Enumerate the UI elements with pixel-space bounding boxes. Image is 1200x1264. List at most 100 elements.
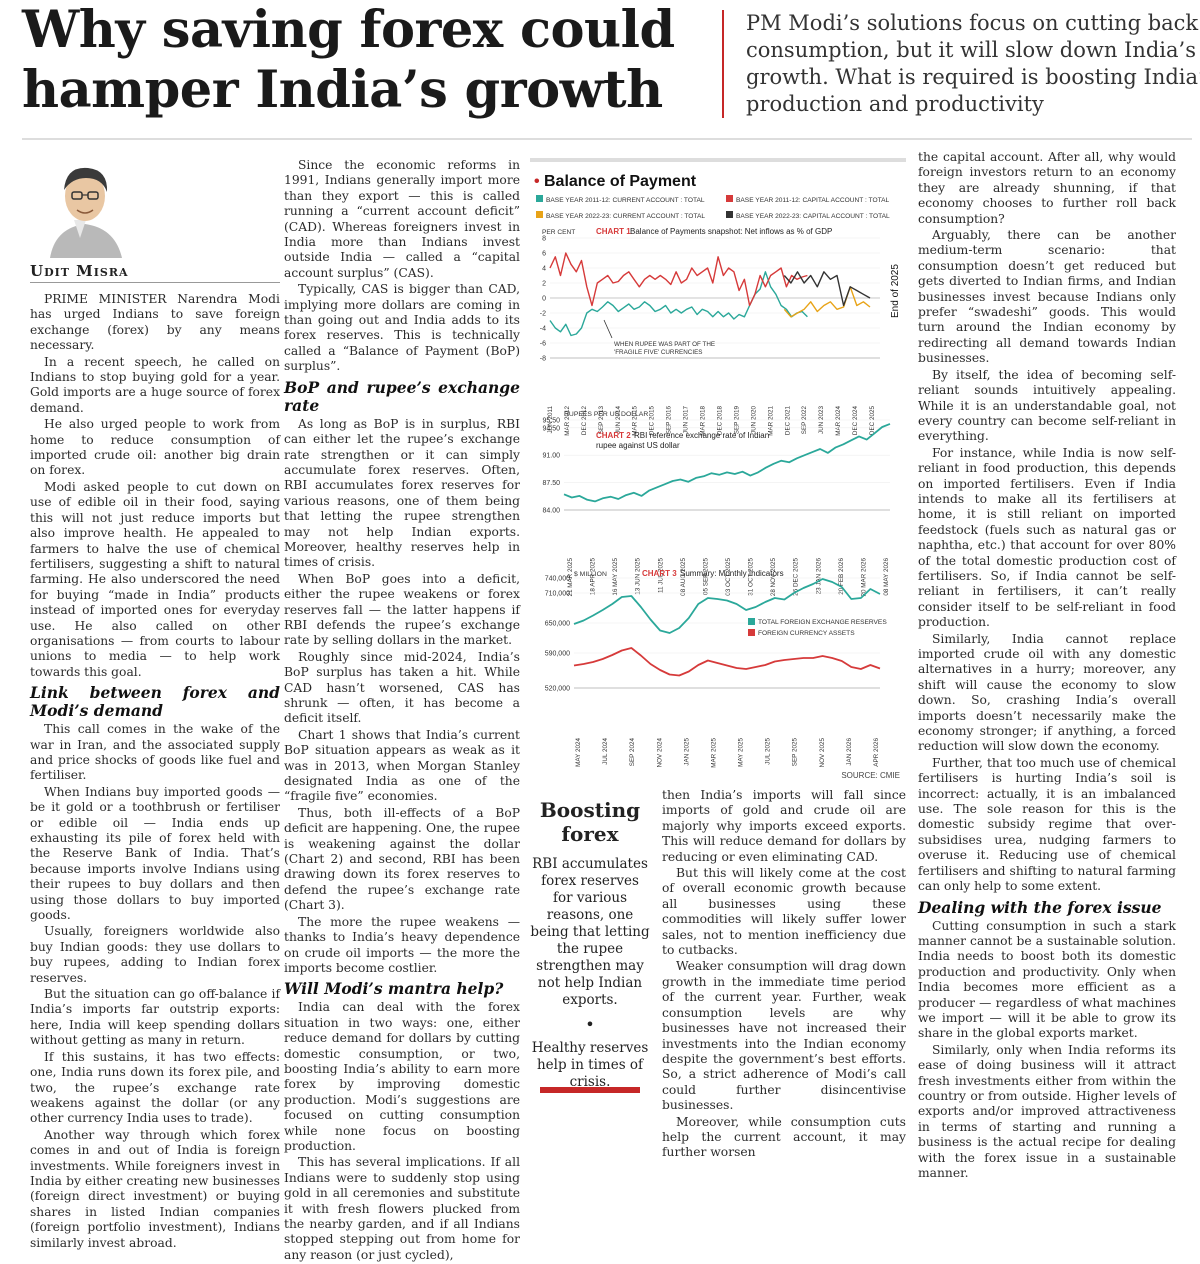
headline-line-1: Why saving forex could — [22, 0, 675, 60]
y-tick-label: 94.50 — [542, 425, 560, 432]
x-tick-label: MAY 2024 — [575, 738, 582, 767]
y-tick-label: 4 — [542, 266, 546, 273]
paragraph: By itself, the idea of becoming self-rel… — [918, 367, 1176, 444]
author-portrait — [50, 167, 122, 258]
paragraph: India can deal with the forex situation … — [284, 1000, 520, 1153]
x-tick-label: SEP 2025 — [792, 738, 799, 767]
chart3-title: Summary: Monthly Indicators — [680, 569, 784, 578]
standfirst: PM Modi’s solutions focus on cutting bac… — [722, 10, 1200, 118]
paragraph: Weaker consumption will drag down growth… — [662, 959, 906, 1113]
legend-label: TOTAL FOREIGN EXCHANGE RESERVES — [758, 619, 887, 626]
paragraph: The more the rupee weakens — thanks to I… — [284, 914, 520, 975]
subhead-mantra: Will Modi’s mantra help? — [284, 979, 504, 999]
y-axis-label: $ MILLION — [574, 571, 607, 578]
pull-quote-text: RBI accumulates forex reserves for vario… — [530, 856, 650, 1008]
chart1-series-line — [549, 252, 808, 307]
column-3: then India’s imports will fall since imp… — [662, 788, 906, 1162]
pull-quote-bullet: • — [585, 1015, 595, 1034]
y-tick-label: 2 — [542, 281, 546, 288]
paragraph: This has several implications. If all In… — [284, 1155, 520, 1262]
chart2-title: RBI reference exchange rate of Indian — [634, 431, 769, 440]
headline: Why saving forex could hamper India’s gr… — [22, 0, 702, 120]
x-tick-label: MAR 2012 — [564, 406, 571, 436]
paragraph: If this sustains, it has two effects: on… — [30, 1049, 280, 1126]
x-tick-label: 08 MAY 2026 — [883, 558, 890, 596]
pull-quote-title: Boosting forex — [539, 798, 641, 846]
x-tick-label: MAR 2021 — [767, 406, 774, 436]
x-tick-label: 11 JUL 2025 — [657, 558, 664, 594]
paragraph: But the situation can go off-balance if … — [30, 987, 280, 1048]
y-tick-label: 740,000 — [545, 576, 570, 583]
headline-line-2: hamper India’s growth — [22, 60, 663, 120]
y-axis-label: RUPEES PER US DOLLAR — [564, 411, 648, 418]
x-tick-label: 20 FEB 2026 — [838, 558, 845, 595]
y-tick-label: -8 — [540, 356, 546, 363]
paragraph: When Indians buy imported goods — be it … — [30, 784, 280, 923]
top-divider — [22, 138, 1192, 140]
legend-swatch — [726, 211, 733, 218]
chart1-title: Balance of Payments snapshot: Net inflow… — [630, 227, 832, 236]
x-tick-label: 18 APR 2025 — [590, 558, 597, 596]
column-1: PRIME MINISTER Narendra Modi has urged I… — [30, 292, 280, 1252]
legend-label: BASE YEAR 2011-12: CURRENT ACCOUNT : TOT… — [546, 197, 705, 204]
column-2: Since the economic reforms in 1991, Indi… — [284, 158, 520, 1264]
paragraph: Thus, both ill-effects of a BoP deficit … — [284, 805, 520, 913]
x-tick-label: 05 SEP 2025 — [702, 558, 709, 595]
x-tick-label: JUN 2011 — [547, 406, 554, 434]
column-4: the capital account. After all, why woul… — [918, 150, 1176, 1182]
chart-panel: • Balance of Payment BASE YEAR 2011-12: … — [530, 158, 906, 780]
paragraph: Chart 1 shows that India’s current BoP s… — [284, 727, 520, 804]
x-tick-label: MAR 2018 — [700, 406, 707, 436]
x-tick-label: APR 2026 — [873, 738, 880, 767]
paragraph: When BoP goes into a deficit, either the… — [284, 571, 520, 648]
x-tick-label: 28 NOV 2025 — [770, 558, 777, 597]
y-tick-label: 91.00 — [542, 453, 560, 460]
paragraph: Similarly, only when India reforms its e… — [918, 1042, 1176, 1180]
y-tick-label: -6 — [540, 341, 546, 348]
legend-swatch — [726, 195, 733, 202]
paragraph: But this will likely come at the cost of… — [662, 866, 906, 958]
legend-swatch — [536, 211, 543, 218]
x-tick-label: 08 AUG 2025 — [680, 558, 687, 596]
y-tick-label: 520,000 — [545, 686, 570, 693]
x-tick-label: JAN 2026 — [846, 738, 853, 766]
chart3-series-line — [573, 647, 881, 677]
chart3-label: CHART 3 — [642, 569, 677, 578]
paragraph: This call comes in the wake of the war i… — [30, 722, 280, 783]
paragraph: PRIME MINISTER Narendra Modi has urged I… — [30, 292, 280, 353]
x-tick-label: 31 OCT 2025 — [748, 558, 755, 596]
subhead-bop: BoP and rupee’s exchange rate — [284, 377, 520, 415]
paragraph: As long as BoP is in surplus, RBI can ei… — [284, 416, 520, 570]
paragraph: In a recent speech, he called on Indians… — [30, 354, 280, 415]
y-tick-label: 95.50 — [542, 418, 560, 425]
x-tick-label: MAR 2015 — [632, 406, 639, 436]
chart2-series-line — [563, 423, 891, 503]
chart1-series-line — [549, 271, 808, 337]
paragraph: He also urged people to work from home t… — [30, 417, 280, 478]
legend-swatch — [748, 618, 755, 625]
chart1-legend: BASE YEAR 2011-12: CURRENT ACCOUNT : TOT… — [536, 195, 890, 220]
side-label: End of 2025 — [890, 264, 901, 318]
panel-bullet: • — [534, 173, 540, 190]
chart3: 740,000 710,000 650,000 590,000 520,000 $ MIL… — [545, 569, 888, 768]
chart1-series-line — [783, 271, 871, 307]
paragraph: Usually, foreigners worldwide also buy I… — [30, 924, 280, 985]
x-tick-label: 23 JAN 2026 — [815, 558, 822, 595]
annotation-text: WHEN RUPEE WAS PART OF THE — [614, 341, 715, 348]
paragraph: the capital account. After all, why woul… — [918, 150, 1176, 226]
pull-quote-text-2: Healthy reserves help in times of crisis… — [531, 1040, 649, 1090]
y-tick-label: 6 — [542, 251, 546, 258]
paragraph: then India’s imports will fall since imp… — [662, 788, 906, 864]
panel-rule — [530, 158, 906, 162]
panel-title: Balance of Payment — [544, 173, 697, 190]
paragraph: Roughly since mid-2024, India’s BoP surp… — [284, 649, 520, 726]
paragraph: Cutting consumption in such a stark mann… — [918, 918, 1176, 1041]
y-tick-label: 710,000 — [545, 591, 570, 598]
paragraph: Arguably, there can be another medium-te… — [918, 228, 1176, 366]
legend-label: BASE YEAR 2022-23: CURRENT ACCOUNT : TOT… — [546, 213, 705, 220]
pull-quote-rule — [540, 1087, 640, 1093]
chart2-title: rupee against US dollar — [596, 441, 680, 450]
x-tick-label: JAN 2025 — [683, 738, 690, 766]
paragraph: For instance, while India is now self-re… — [918, 445, 1176, 630]
